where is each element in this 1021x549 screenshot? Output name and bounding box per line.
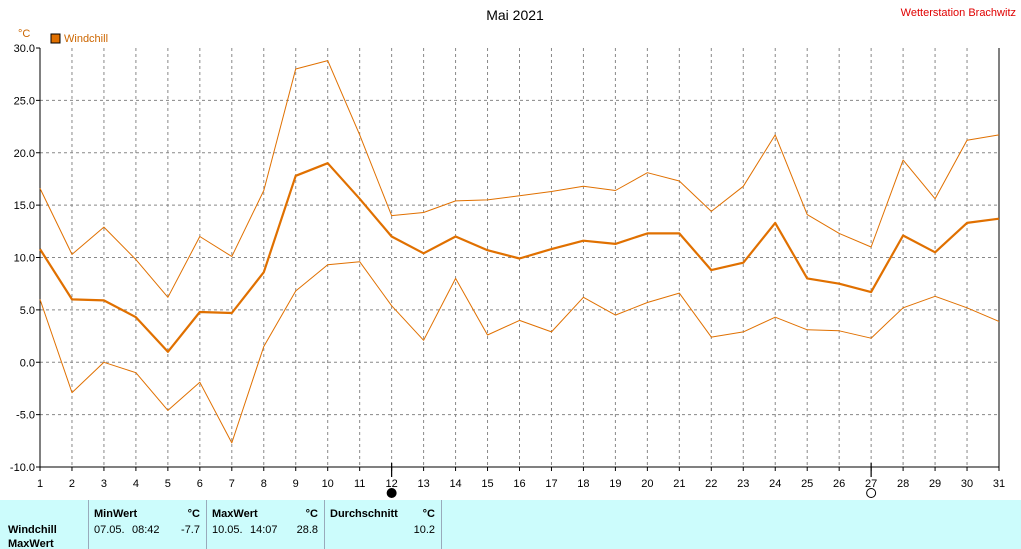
x-tick-label: 9	[293, 478, 299, 490]
stats-separator	[324, 500, 325, 549]
chart-title: Mai 2021	[486, 7, 544, 23]
legend-label: Windchill	[64, 33, 108, 45]
x-tick-label: 5	[165, 478, 171, 490]
x-tick-label: 27	[865, 478, 877, 490]
series-lines	[39, 60, 1000, 444]
stats-panel: Windchill MaxWert MinWert °C 07.05. 08:4…	[0, 500, 1021, 549]
x-tick-label: 24	[769, 478, 781, 490]
stats-avg-unit: °C	[422, 508, 435, 520]
x-tick-label: 6	[197, 478, 203, 490]
stats-max-time: 14:07	[250, 524, 278, 536]
series-line-max	[39, 60, 1000, 298]
y-tick-label: 30.0	[14, 43, 35, 55]
stats-min-value: -7.7	[181, 524, 200, 536]
series-line-mean	[39, 162, 1000, 353]
stats-max-column: MaxWert °C 10.05. 14:07 28.8	[206, 500, 324, 549]
stats-min-column: MinWert °C 07.05. 08:42 -7.7	[88, 500, 206, 549]
x-tick-label: 23	[737, 478, 749, 490]
moon-phases	[386, 463, 877, 498]
stats-max-date: 10.05.	[212, 524, 243, 536]
x-tick-label: 30	[961, 478, 973, 490]
new-moon-icon	[386, 488, 397, 498]
x-tick-label: 22	[705, 478, 717, 490]
station-name: Wetterstation Brachwitz	[901, 7, 1016, 19]
x-tick-label: 11	[354, 478, 365, 490]
y-tick-label: 15.0	[14, 200, 35, 212]
x-tick-label: 10	[322, 478, 334, 490]
y-tick-label: -10.0	[10, 462, 35, 474]
x-tick-label: 7	[229, 478, 235, 490]
y-tick-label: 5.0	[20, 305, 35, 317]
stats-min-unit: °C	[187, 508, 200, 520]
legend-swatch	[50, 33, 61, 44]
x-tick-label: 18	[577, 478, 589, 490]
stats-row-label-2: MaxWert	[8, 538, 54, 549]
windchill-chart: Mai 2021 Wetterstation Brachwitz °C Wind…	[10, 7, 1016, 498]
x-tick-label: 17	[545, 478, 557, 490]
stats-max-header: MaxWert	[212, 508, 258, 520]
x-tick-label: 26	[833, 478, 845, 490]
stats-row-label: Windchill	[8, 524, 57, 536]
full-moon-icon	[866, 488, 877, 498]
y-axis-unit: °C	[18, 28, 30, 40]
stats-avg-column: Durchschnitt °C 10.2	[324, 500, 441, 549]
stats-avg-value: 10.2	[413, 524, 435, 536]
x-tick-label: 20	[641, 478, 653, 490]
stats-separator	[441, 500, 442, 549]
x-tick-label: 19	[609, 478, 621, 490]
x-tick-label: 25	[801, 478, 813, 490]
x-tick-label: 28	[897, 478, 909, 490]
y-tick-label: 0.0	[20, 357, 35, 369]
x-tick-label: 16	[513, 478, 525, 490]
x-tick-label: 21	[673, 478, 685, 490]
x-tick-label: 12	[386, 478, 398, 490]
x-tick-label: 15	[481, 478, 493, 490]
grid	[40, 48, 999, 467]
y-ticks: 30.0 25.0 20.0 15.0 10.0 5.0 0.0 -5.0 -10.0	[10, 43, 35, 474]
y-tick-label: 10.0	[14, 253, 35, 265]
x-tick-label: 3	[101, 478, 107, 490]
x-tick-label: 13	[417, 478, 429, 490]
stats-avg-header: Durchschnitt	[330, 508, 398, 520]
y-tick-label: 25.0	[14, 95, 35, 107]
x-tick-label: 31	[993, 478, 1005, 490]
x-tick-label: 29	[929, 478, 941, 490]
stats-separator	[206, 500, 207, 549]
series-line-min	[39, 261, 1000, 444]
y-tick-label: -5.0	[16, 410, 35, 422]
x-tick-label: 2	[69, 478, 75, 490]
stats-min-date: 07.05.	[94, 524, 125, 536]
x-tick-label: 4	[133, 478, 139, 490]
x-tick-label: 14	[449, 478, 461, 490]
stats-min-header: MinWert	[94, 508, 138, 520]
stats-separator	[88, 500, 89, 549]
x-tick-label: 1	[37, 478, 43, 490]
stats-max-value: 28.8	[296, 524, 318, 536]
x-ticks: 1 2 3 4 5 6 7 8 9 10 11 12 13 14 15 16 17 18 19 20 21 22 23 24 2…	[37, 478, 1005, 490]
stats-max-unit: °C	[305, 508, 318, 520]
stats-min-time: 08:42	[132, 524, 160, 536]
x-tick-label: 8	[261, 478, 267, 490]
axes	[36, 47, 1000, 471]
y-tick-label: 20.0	[14, 148, 35, 160]
